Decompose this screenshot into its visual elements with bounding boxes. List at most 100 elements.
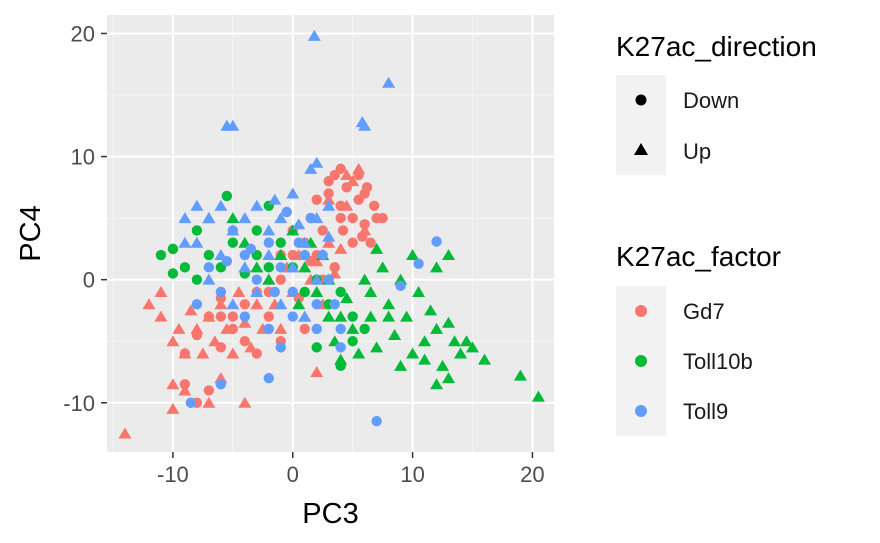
- data-point-up: [364, 285, 378, 297]
- x-tick-label: 0: [287, 462, 299, 487]
- data-point-up: [460, 335, 474, 347]
- data-point-down: [347, 311, 358, 322]
- data-point-down: [323, 188, 334, 199]
- data-point-down: [361, 182, 373, 193]
- data-point-up: [382, 298, 396, 310]
- data-point-down: [287, 286, 298, 298]
- data-point-down: [263, 237, 274, 248]
- legend-direction: K27ac_direction Down Up: [616, 31, 817, 175]
- data-point-down: [323, 274, 334, 285]
- legend-triangle-icon: [634, 143, 648, 155]
- data-point-up: [166, 378, 180, 390]
- data-point-up: [424, 304, 438, 316]
- plot-panel: [107, 15, 554, 452]
- data-point-up: [304, 162, 318, 174]
- data-point-down: [311, 323, 322, 335]
- data-point-up: [400, 310, 414, 322]
- data-point-up: [250, 199, 264, 211]
- data-point-down: [227, 311, 239, 322]
- data-point-up: [202, 212, 216, 224]
- data-point-down: [347, 336, 358, 347]
- data-point-up: [214, 199, 228, 211]
- data-point-down: [239, 299, 251, 310]
- data-point-up: [178, 384, 192, 396]
- x-tick-labels: -10 0 10 20: [157, 462, 545, 487]
- data-point-up: [406, 249, 420, 261]
- data-point-down: [239, 336, 251, 347]
- data-point-up: [238, 212, 252, 224]
- x-tick-label: -10: [157, 462, 189, 487]
- data-point-down: [311, 299, 322, 310]
- data-point-up: [154, 310, 168, 322]
- legend-toll9-swatch: [635, 405, 647, 417]
- x-axis-label: PC3: [302, 498, 358, 530]
- data-point-down: [215, 342, 227, 353]
- data-point-up: [190, 199, 204, 211]
- y-tick-label: 20: [71, 21, 95, 46]
- grid-major: [107, 15, 554, 452]
- data-point-down: [335, 200, 346, 212]
- data-point-up: [286, 187, 300, 199]
- data-point-up: [352, 347, 366, 359]
- x-tick-label: 10: [400, 462, 424, 487]
- data-point-up: [406, 347, 420, 359]
- data-point-down: [215, 286, 227, 298]
- axis-ticks: [101, 32, 534, 458]
- data-point-down: [359, 323, 370, 335]
- data-point-down: [167, 268, 179, 279]
- data-point-up: [214, 298, 228, 310]
- data-point-up: [334, 310, 348, 322]
- data-point-down: [263, 262, 274, 273]
- data-point-down: [369, 200, 380, 212]
- data-point-down: [377, 212, 388, 224]
- data-point-down: [329, 262, 340, 273]
- data-point-down: [191, 329, 203, 341]
- data-point-down: [263, 311, 274, 322]
- data-point-up: [430, 378, 444, 390]
- data-point-down: [335, 323, 346, 335]
- data-point-up: [334, 242, 348, 254]
- data-point-down: [203, 262, 215, 273]
- data-point-up: [322, 236, 336, 248]
- legend-direction-down-label: Down: [683, 88, 739, 113]
- data-point-up: [202, 396, 216, 408]
- data-point-up: [286, 261, 300, 273]
- data-point-down: [299, 323, 310, 335]
- data-point-up: [172, 322, 186, 334]
- legend-gd7-label: Gd7: [683, 299, 725, 324]
- data-point-up: [340, 292, 354, 304]
- data-point-down: [317, 249, 328, 261]
- data-point-up: [322, 230, 336, 242]
- data-point-up: [430, 322, 444, 334]
- data-point-up: [346, 322, 360, 334]
- data-point-up: [310, 285, 324, 297]
- data-point-down: [275, 342, 286, 353]
- data-point-down: [335, 286, 346, 298]
- data-point-down: [365, 237, 376, 248]
- data-point-up: [442, 249, 456, 261]
- data-point-down: [155, 249, 167, 261]
- data-point-up: [448, 335, 462, 347]
- data-point-down: [341, 182, 352, 193]
- data-point-down: [287, 311, 298, 322]
- data-point-up: [358, 273, 372, 285]
- data-point-down: [323, 175, 334, 187]
- data-point-down: [221, 190, 233, 202]
- data-point-down: [167, 243, 179, 255]
- data-point-up: [286, 224, 300, 236]
- legend-factor-title: K27ac_factor: [616, 241, 781, 272]
- data-point-down: [215, 379, 227, 390]
- data-point-down: [269, 286, 280, 298]
- data-point-up: [394, 359, 408, 371]
- legend-factor: K27ac_factor Gd7 Toll10b Toll9: [616, 241, 781, 436]
- data-point-down: [293, 237, 304, 248]
- data-point-down: [179, 348, 191, 359]
- data-point-up: [238, 316, 252, 328]
- data-point-up: [307, 29, 321, 41]
- data-point-down: [263, 323, 274, 335]
- data-point-down: [431, 236, 442, 247]
- data-point-up: [340, 169, 354, 181]
- x-tick-label: 20: [520, 462, 544, 487]
- data-point-up: [418, 353, 432, 365]
- data-point-up: [370, 242, 384, 254]
